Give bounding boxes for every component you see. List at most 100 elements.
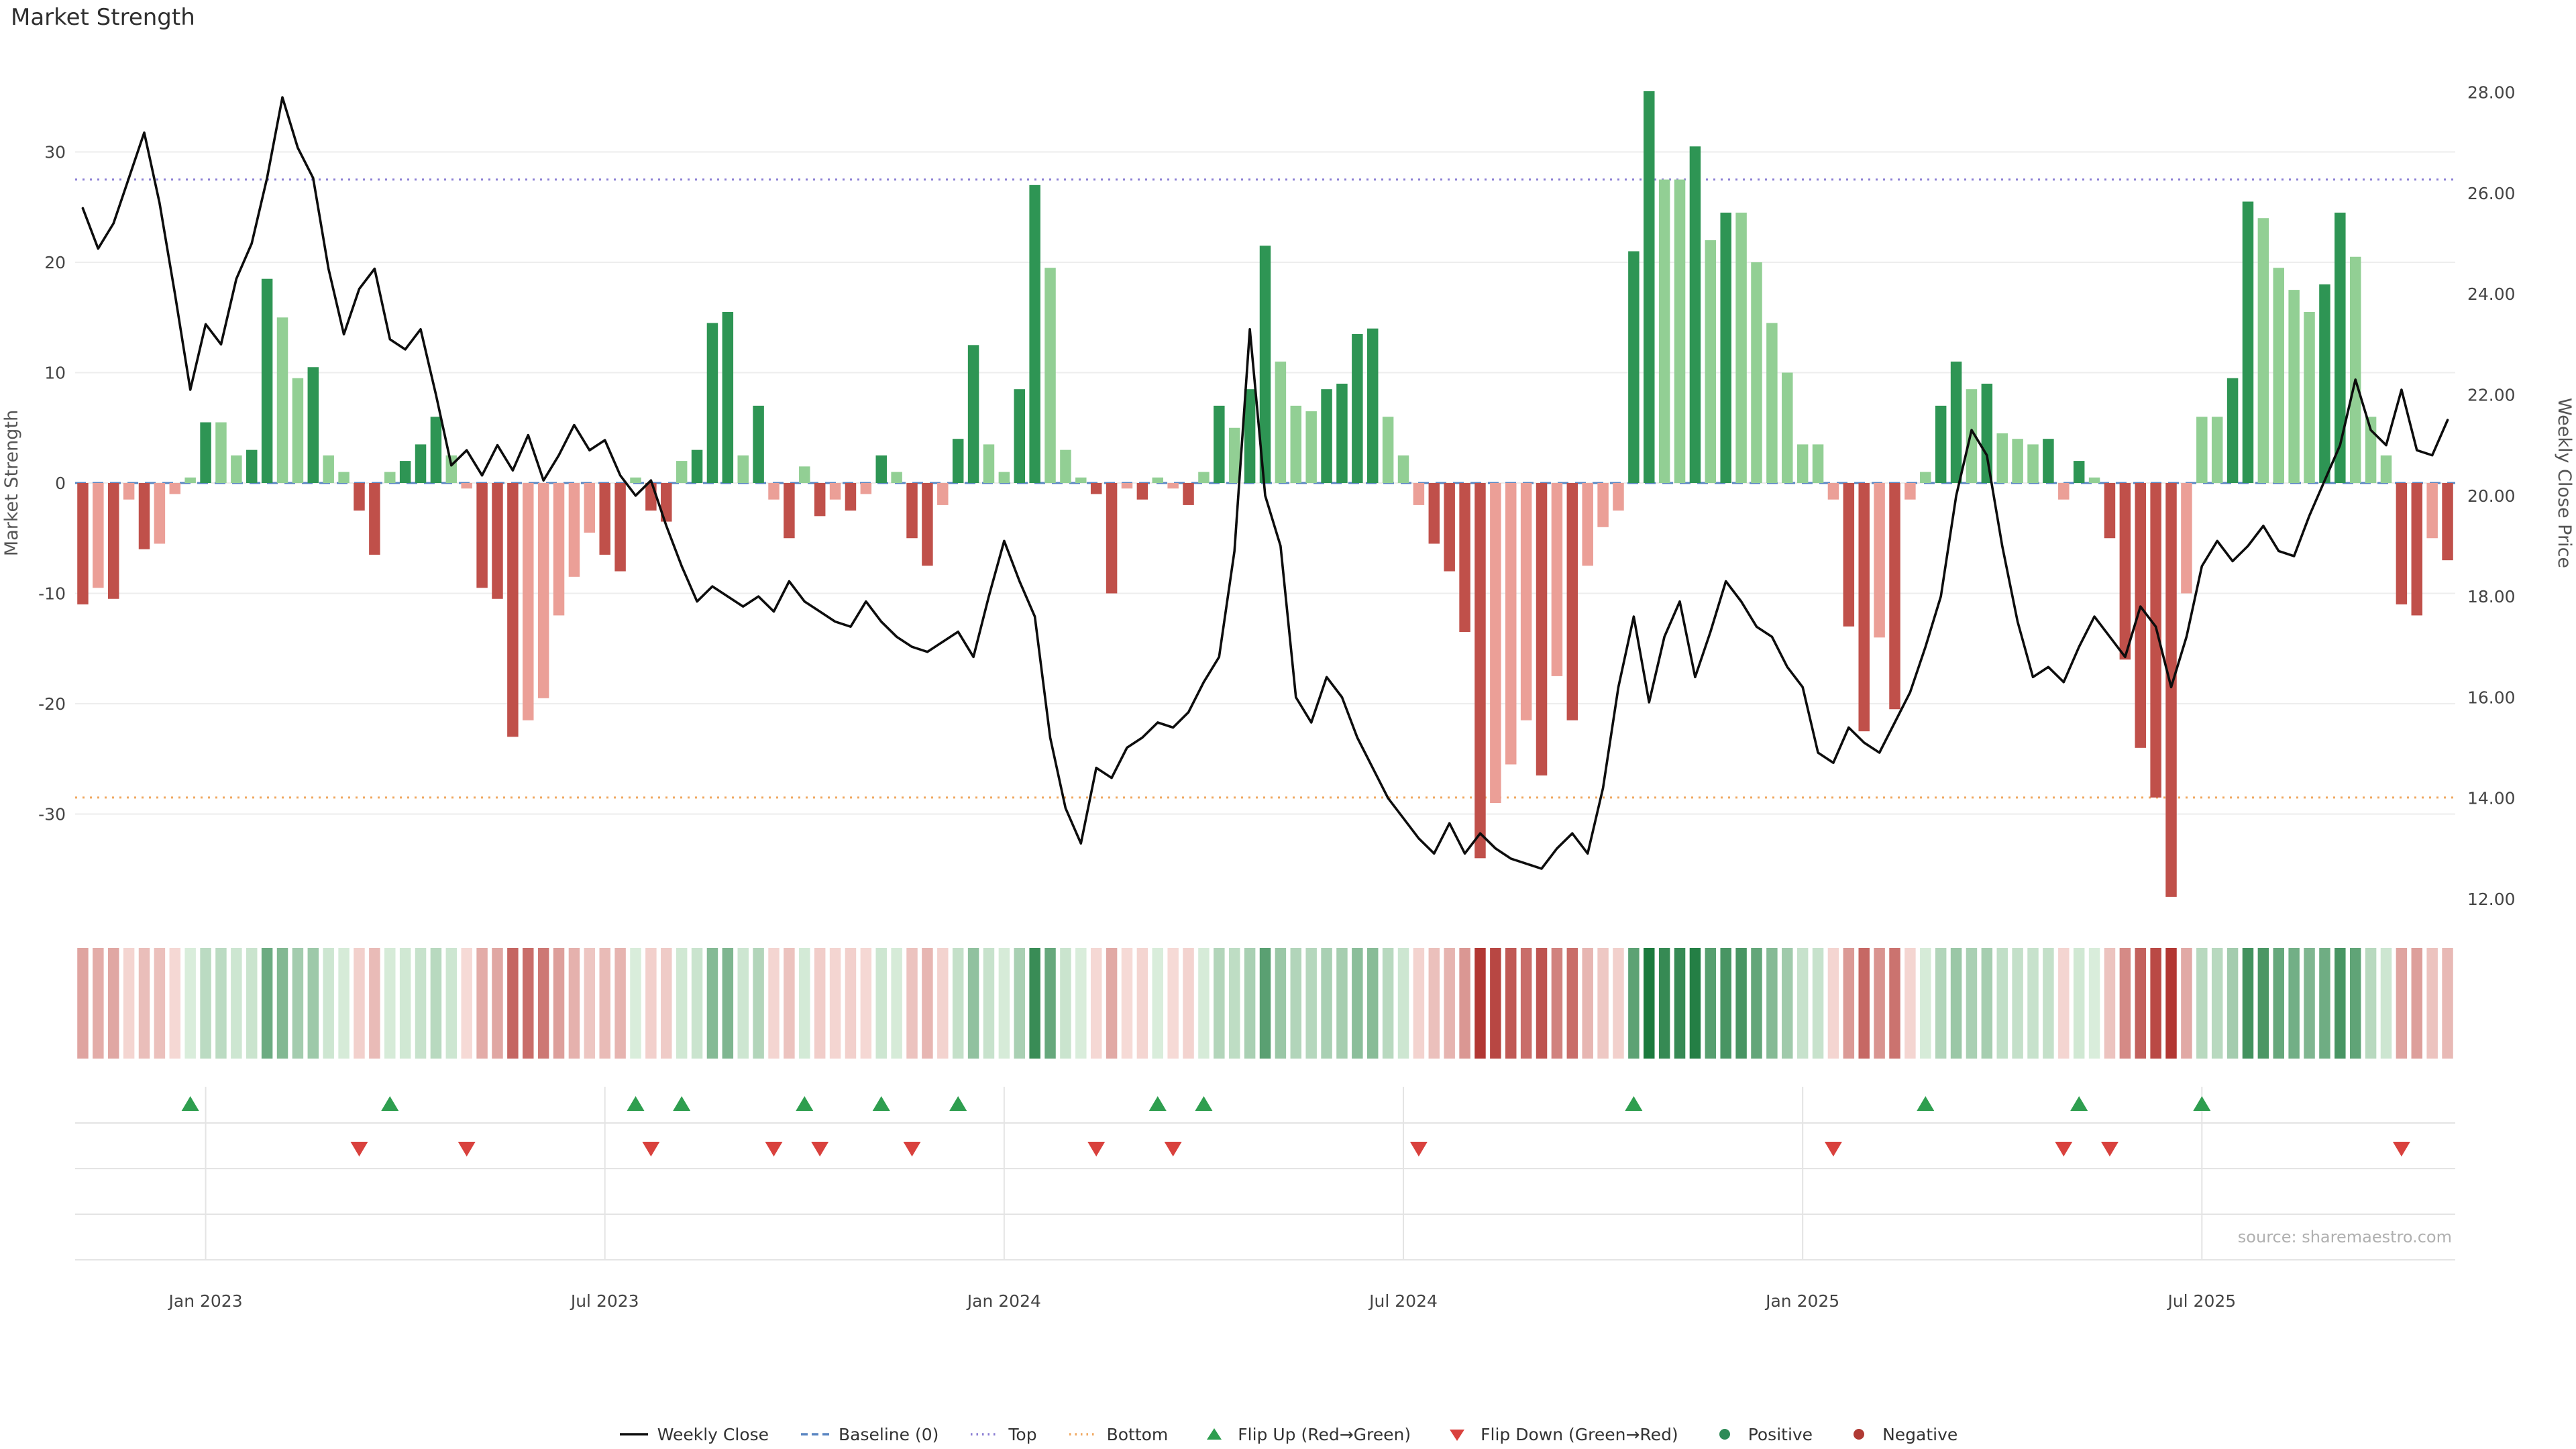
strength-bar: [1597, 483, 1609, 527]
heatmap-cell: [1705, 948, 1717, 1059]
legend-item-weekly-close[interactable]: Weekly Close: [619, 1425, 769, 1444]
strength-bar: [1413, 483, 1425, 505]
heatmap-cell: [476, 948, 488, 1059]
heatmap-cell: [584, 948, 596, 1059]
heatmap-cell: [1321, 948, 1332, 1059]
heatmap-cell: [1827, 948, 1839, 1059]
flip-up-icon: [1625, 1096, 1643, 1111]
strength-bar: [492, 483, 503, 599]
line-swatch-icon: [801, 1433, 830, 1436]
strength-bar: [445, 455, 458, 483]
strength-bar: [1029, 184, 1040, 483]
legend-label: Positive: [1748, 1424, 1813, 1444]
strength-bar: [584, 483, 596, 533]
legend-item-baseline-0[interactable]: Baseline (0): [800, 1425, 938, 1444]
strength-bar: [384, 472, 396, 483]
strength-bar: [1582, 483, 1593, 566]
heatmap-cell: [1228, 948, 1240, 1059]
strength-bar: [231, 455, 242, 483]
left-tick-label: -30: [38, 805, 66, 824]
heatmap-cell: [537, 948, 549, 1059]
heatmap-cell: [323, 948, 334, 1059]
heatmap-cell: [2288, 948, 2300, 1059]
strength-bar: [1044, 268, 1056, 483]
strength-bar: [2165, 483, 2177, 897]
x-tick-label: Jan 2025: [1764, 1291, 1839, 1311]
strength-bar: [415, 444, 427, 483]
legend-item-negative[interactable]: Negative: [1843, 1425, 1957, 1444]
heatmap-cell: [2411, 948, 2423, 1059]
heatmap-cell: [2211, 948, 2223, 1059]
flip-down-icon: [458, 1142, 476, 1157]
heatmap-cell: [2058, 948, 2070, 1059]
heatmap-cell: [215, 948, 227, 1059]
x-tick-label: Jul 2025: [2166, 1291, 2236, 1311]
legend-item-top[interactable]: Top: [969, 1425, 1037, 1444]
right-tick-label: 24.00: [2467, 284, 2516, 304]
right-tick-label: 26.00: [2467, 184, 2516, 203]
heatmap-cell: [1996, 948, 2008, 1059]
strength-bar: [2396, 483, 2408, 604]
heatmap-cell: [1782, 948, 1793, 1059]
strength-bar: [599, 483, 610, 555]
strength-bar: [1551, 483, 1563, 676]
left-tick-label: 0: [55, 474, 66, 493]
strength-bar: [1167, 483, 1179, 489]
strength-bar: [2257, 218, 2269, 483]
strength-bar: [829, 483, 841, 500]
heatmap-cell: [1244, 948, 1256, 1059]
heatmap-cell: [706, 948, 718, 1059]
heatmap-cell: [1843, 948, 1855, 1059]
x-axis-ticks: Jan 2023 Jul 2023 Jan 2024 Jul 2024 Jan 2025…: [168, 1291, 2237, 1311]
heatmap-cell: [875, 948, 887, 1059]
heatmap-cell: [461, 948, 472, 1059]
heatmap-cell: [1505, 948, 1517, 1059]
heatmap-cell: [1889, 948, 1900, 1059]
heatmap-cell: [891, 948, 902, 1059]
left-axis-ticks: -30 -20 -10 0 10 20 30: [38, 142, 66, 824]
heatmap-cell: [1674, 948, 1686, 1059]
heatmap-cell: [399, 948, 411, 1059]
strength-bar: [1658, 179, 1670, 483]
heatmap-cell: [967, 948, 979, 1059]
strength-bar: [1228, 427, 1240, 483]
flip-up-icon: [796, 1096, 814, 1111]
heatmap-cell: [1352, 948, 1363, 1059]
legend-item-positive[interactable]: Positive: [1709, 1425, 1813, 1444]
legend-item-flip-down-green-red[interactable]: Flip Down (Green→Red): [1442, 1425, 1678, 1444]
heatmap-cell: [1874, 948, 1885, 1059]
strength-bar: [1121, 483, 1133, 489]
flip-down-icon: [350, 1142, 368, 1157]
strength-bar: [276, 317, 288, 483]
strength-bar: [476, 483, 488, 588]
heatmap-strip: [77, 948, 2453, 1059]
flip-down-markers: [350, 1142, 2410, 1157]
heatmap-cell: [1613, 948, 1624, 1059]
flip-up-icon: [673, 1096, 691, 1111]
heatmap-cell: [952, 948, 964, 1059]
strength-bar: [537, 483, 549, 698]
strength-bar: [1336, 383, 1348, 483]
heatmap-cell: [200, 948, 211, 1059]
legend-item-flip-up-red-green[interactable]: Flip Up (Red→Green): [1199, 1425, 1411, 1444]
right-tick-label: 22.00: [2467, 385, 2516, 405]
chart-render-root: -30 -20 -10 0 10 20 30 12.00 14.00 16.00 18.00 20.0…: [38, 83, 2515, 1311]
strength-bar: [1244, 389, 1256, 483]
strength-bar: [461, 483, 472, 489]
heatmap-cell: [1214, 948, 1225, 1059]
heatmap-cell: [737, 948, 749, 1059]
legend-item-bottom[interactable]: Bottom: [1068, 1424, 1169, 1444]
strength-bar: [1827, 483, 1839, 500]
heatmap-cell: [2150, 948, 2161, 1059]
legend-label: Bottom: [1106, 1424, 1169, 1444]
heatmap-cell: [1858, 948, 1870, 1059]
heatmap-cell: [231, 948, 242, 1059]
flip-down-icon: [2392, 1142, 2410, 1157]
heatmap-cell: [691, 948, 703, 1059]
strength-bar: [1536, 483, 1548, 775]
heatmap-cell: [1751, 948, 1762, 1059]
strength-bar: [2181, 483, 2192, 594]
legend-label: Flip Down (Green→Red): [1481, 1424, 1678, 1444]
strength-bar: [998, 472, 1010, 483]
heatmap-cell: [1689, 948, 1701, 1059]
